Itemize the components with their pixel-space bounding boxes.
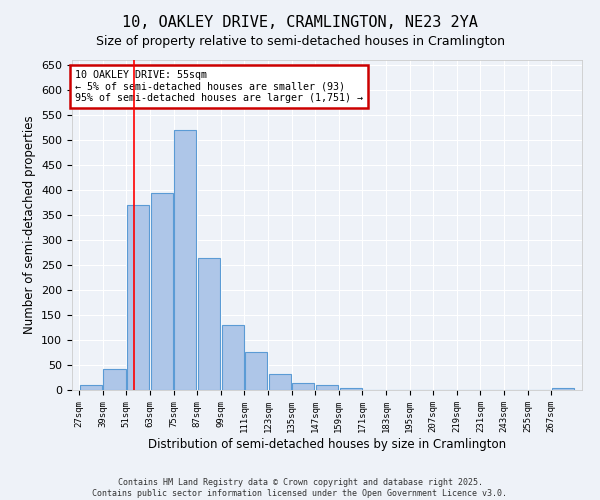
Bar [127,205,149,390]
Text: Size of property relative to semi-detached houses in Cramlington: Size of property relative to semi-detach… [95,35,505,48]
Bar [269,374,291,390]
Bar [316,384,338,390]
Text: Contains HM Land Registry data © Crown copyright and database right 2025.
Contai: Contains HM Land Registry data © Crown c… [92,478,508,498]
Bar [175,130,196,390]
Bar [103,369,125,390]
Bar [552,388,574,390]
X-axis label: Distribution of semi-detached houses by size in Cramlington: Distribution of semi-detached houses by … [148,438,506,450]
Bar [245,352,267,390]
Bar [151,192,173,390]
Bar [340,388,362,390]
Bar [292,383,314,390]
Text: 10 OAKLEY DRIVE: 55sqm
← 5% of semi-detached houses are smaller (93)
95% of semi: 10 OAKLEY DRIVE: 55sqm ← 5% of semi-deta… [74,70,362,103]
Text: 10, OAKLEY DRIVE, CRAMLINGTON, NE23 2YA: 10, OAKLEY DRIVE, CRAMLINGTON, NE23 2YA [122,15,478,30]
Bar [221,325,244,390]
Bar [198,258,220,390]
Bar [80,385,102,390]
Y-axis label: Number of semi-detached properties: Number of semi-detached properties [23,116,35,334]
